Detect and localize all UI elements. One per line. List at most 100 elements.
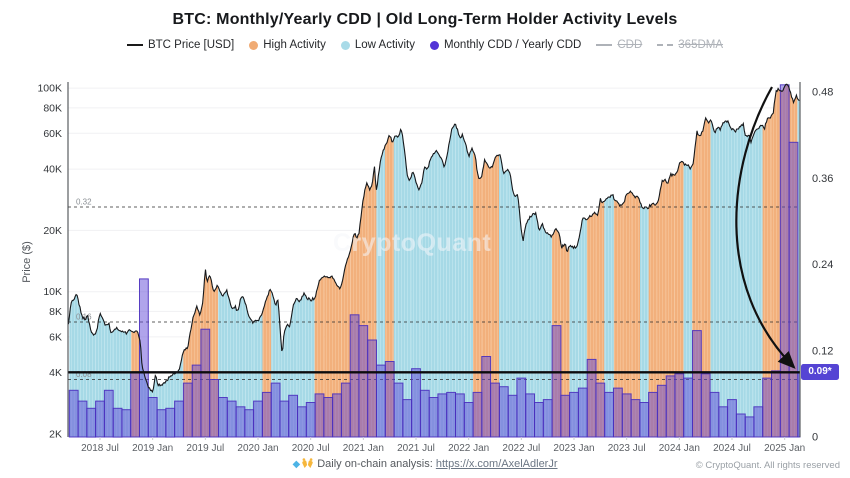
cdd-bar xyxy=(665,375,676,438)
cdd-bar xyxy=(270,382,281,438)
cdd-bar xyxy=(200,328,211,438)
left-tick-label: 80K xyxy=(43,102,62,114)
cdd-bar xyxy=(779,84,790,438)
cdd-bar xyxy=(376,364,386,438)
cdd-bar xyxy=(165,407,176,438)
cdd-bar xyxy=(226,400,237,438)
activity-area-low xyxy=(640,202,649,437)
activity-area-low xyxy=(429,150,439,437)
legend-label: 365DMA xyxy=(678,39,724,51)
cdd-bar xyxy=(253,400,263,438)
cdd-bar xyxy=(340,382,351,438)
cdd-bar xyxy=(288,394,299,438)
cdd-bar xyxy=(753,406,764,438)
x-tick-label: 2019 Jul xyxy=(186,443,224,454)
footer-analysis-label: Daily on-chain analysis: xyxy=(317,458,436,470)
legend-swatch xyxy=(340,40,350,50)
left-tick-label: 40K xyxy=(43,164,62,176)
activity-area-high xyxy=(674,161,684,437)
x-tick-label: 2021 Jul xyxy=(397,443,435,454)
cdd-bar xyxy=(577,387,588,438)
cdd-bar xyxy=(560,394,571,438)
legend-item-365dma[interactable]: 365DMA xyxy=(657,39,723,51)
x-tick-label: 2018 Jul xyxy=(81,443,119,454)
cdd-bar xyxy=(656,384,667,438)
cdd-bar xyxy=(534,402,544,438)
activity-area-low xyxy=(604,194,614,437)
right-tick-label: 0.36 xyxy=(812,173,833,185)
cdd-bar xyxy=(182,382,193,438)
chart-legend: BTC Price [USD] High Activity Low Activity… xyxy=(0,39,850,51)
cdd-bar xyxy=(683,377,694,438)
activity-area-low xyxy=(420,161,430,437)
cdd-bar xyxy=(455,393,465,438)
activity-area-low xyxy=(305,295,315,437)
cdd-bar xyxy=(244,409,255,438)
cdd-bar xyxy=(402,399,413,438)
legend-label: Monthly CDD / Yearly CDD xyxy=(443,39,582,51)
cdd-bar xyxy=(68,389,79,438)
cdd-bar xyxy=(604,391,615,438)
cdd-bar xyxy=(437,393,448,438)
cdd-bar xyxy=(700,373,711,438)
x-tick-label: 2022 Jul xyxy=(502,443,540,454)
cdd-bar xyxy=(147,397,158,438)
legend-item-low-activity[interactable]: Low Activity xyxy=(340,39,415,51)
legend-item-btc-price-usd[interactable]: BTC Price [USD] xyxy=(126,39,234,51)
legend-swatch xyxy=(249,40,259,50)
cdd-bar xyxy=(595,382,606,438)
legend-item-monthly-cdd-yearly-cdd[interactable]: Monthly CDD / Yearly CDD xyxy=(429,39,582,51)
cdd-bar xyxy=(463,402,474,438)
activity-area-low xyxy=(245,303,254,437)
cdd-bar xyxy=(718,406,729,438)
activity-area-low xyxy=(402,135,412,438)
cdd-bar xyxy=(551,325,562,438)
cdd-bar xyxy=(103,389,114,438)
left-tick-label: 20K xyxy=(43,225,62,237)
cdd-bars xyxy=(68,84,801,438)
right-tick-label: 0.48 xyxy=(812,87,833,99)
x-tick-label: 2019 Jan xyxy=(132,443,173,454)
activity-area-high xyxy=(622,191,632,437)
cdd-bar xyxy=(639,402,650,438)
activity-area-low xyxy=(534,212,544,437)
cdd-bar xyxy=(112,407,123,438)
activity-area-low xyxy=(446,124,456,437)
cdd-bar xyxy=(735,413,746,438)
activity-area-low xyxy=(745,134,754,437)
x-tick-label: 2023 Jan xyxy=(553,443,594,454)
legend-item-high-activity[interactable]: High Activity xyxy=(249,39,326,51)
chart-title: BTC: Monthly/Yearly CDD | Old Long-Term … xyxy=(172,11,678,28)
cdd-bar xyxy=(498,386,509,438)
x-tick-label: 2023 Jul xyxy=(608,443,646,454)
x-tick-label: 2021 Jan xyxy=(343,443,384,454)
cdd-bar xyxy=(156,409,167,438)
activity-area-low xyxy=(393,129,403,437)
x-tick-label: 2022 Jan xyxy=(448,443,489,454)
cdd-bar xyxy=(727,399,737,438)
cdd-bar xyxy=(709,391,720,438)
activity-area-low xyxy=(297,292,306,437)
activity-area-high xyxy=(648,202,658,437)
x-tick-label: 2025 Jan xyxy=(764,443,805,454)
legend-item-cdd[interactable]: CDD xyxy=(596,39,642,51)
cdd-bar xyxy=(621,393,632,438)
cdd-bar xyxy=(139,278,149,438)
cdd-bar xyxy=(279,400,290,438)
cdd-bar xyxy=(428,397,439,438)
gem-icon: ◆ xyxy=(292,459,301,470)
right-tick-label: 0.24 xyxy=(812,259,833,271)
activity-area-low xyxy=(376,145,386,437)
cdd-bar xyxy=(305,402,316,438)
activity-area-high xyxy=(631,192,640,437)
copyright-notice: © CryptoQuant. All rights reserved xyxy=(695,460,840,471)
footer-profile-link[interactable]: https://x.com/AxelAdlerJr xyxy=(435,458,558,470)
activity-area-low xyxy=(499,154,508,438)
cdd-bar xyxy=(674,373,685,438)
cdd-bar xyxy=(788,141,799,438)
activity-area-low xyxy=(517,194,527,437)
activity-area-low xyxy=(526,213,535,437)
cdd-bar xyxy=(613,387,623,438)
